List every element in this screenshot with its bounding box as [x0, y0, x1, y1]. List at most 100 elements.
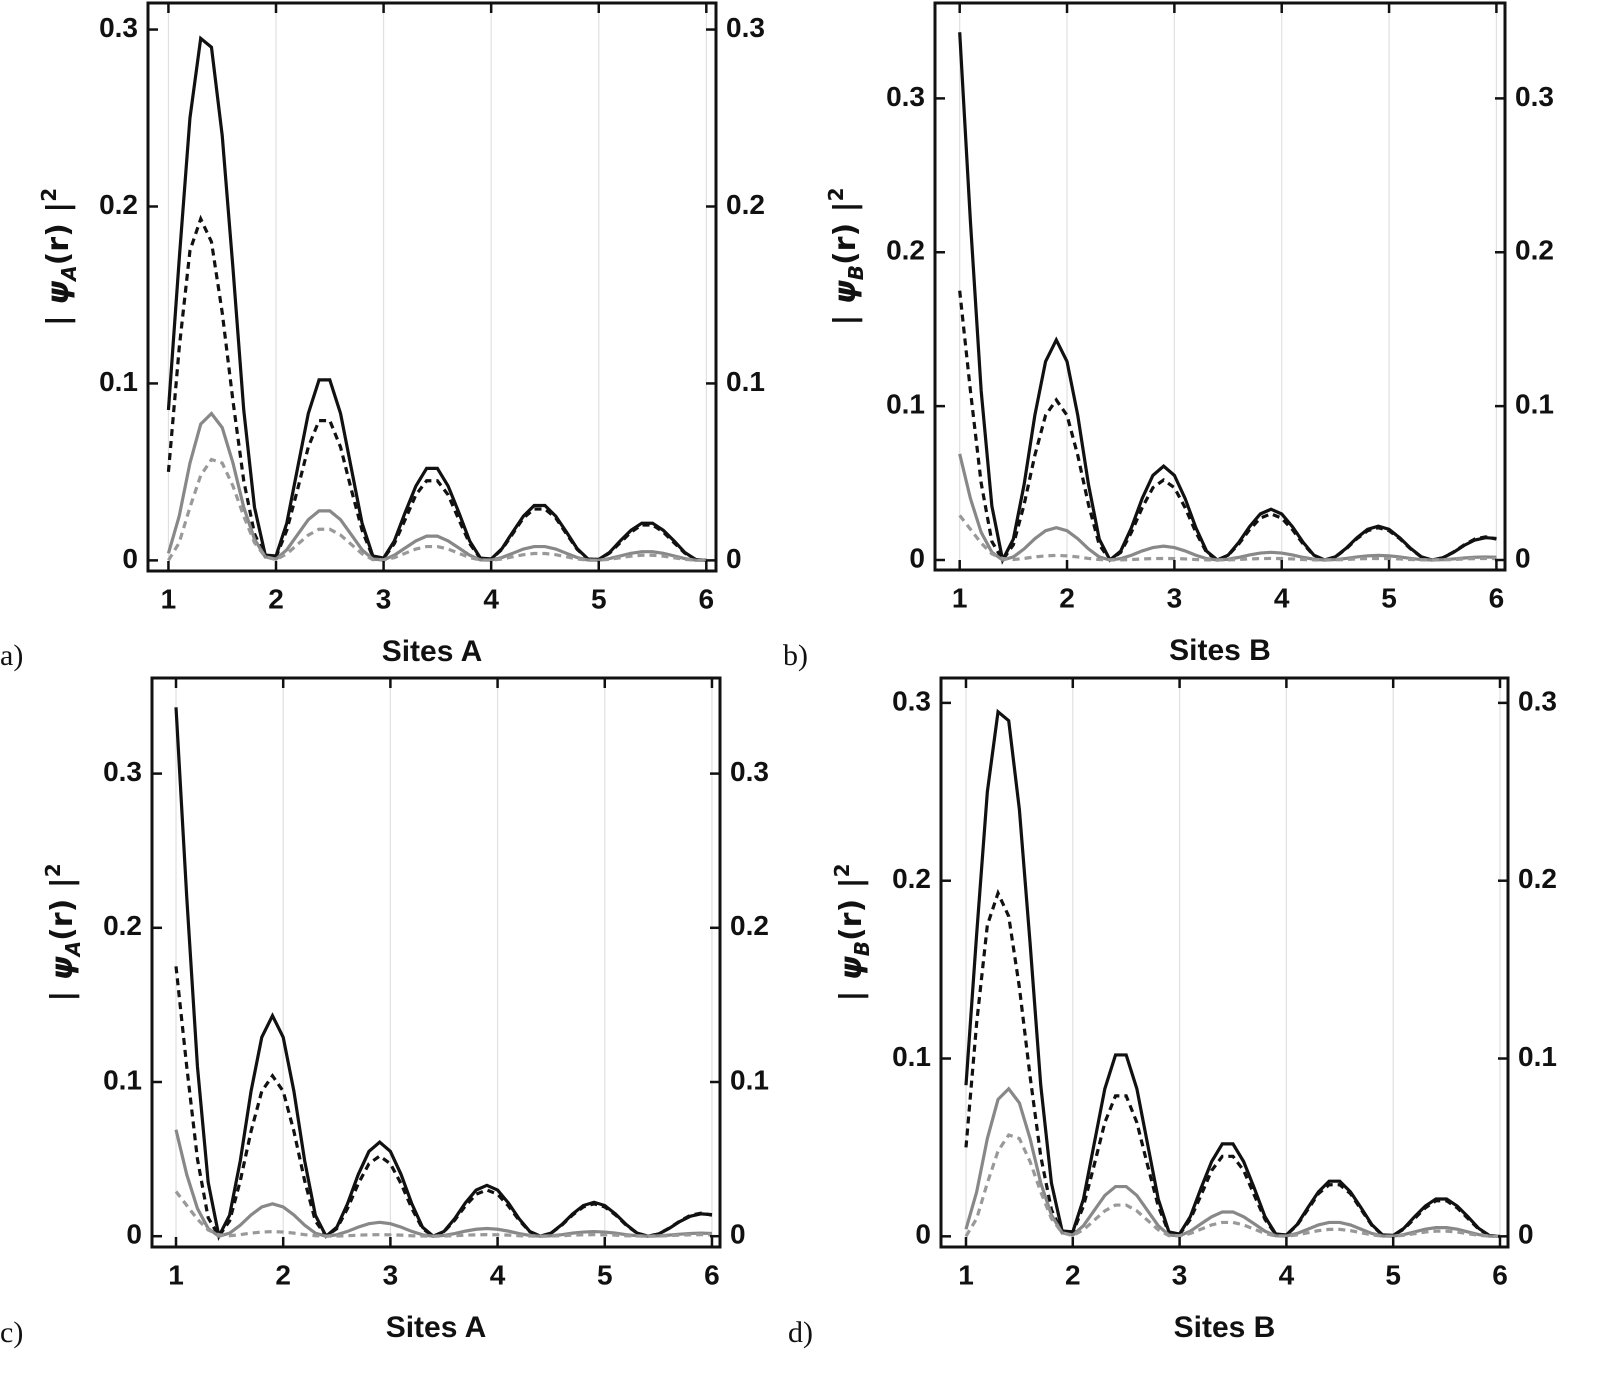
y-tick-label-right: 0.2: [730, 910, 769, 941]
y-tick-label-right: 0.1: [730, 1064, 769, 1095]
y-label-symbol: | ψ: [41, 281, 76, 326]
y-tick-label: 0.1: [892, 1041, 931, 1072]
data-line: [174, 1190, 712, 1238]
x-tick-label: 6: [704, 1259, 720, 1290]
data-line: [964, 1133, 1501, 1238]
y-tick-label-right: 0: [730, 1219, 746, 1250]
plot-area: [964, 708, 1501, 1238]
y-label-argument: (r) |: [828, 201, 863, 265]
x-tick-label: 4: [483, 583, 499, 614]
y-label-power: 2: [830, 863, 854, 877]
y-tick-label-right: 0.3: [1515, 81, 1554, 112]
x-tick-label: 4: [490, 1259, 506, 1290]
y-tick-label: 0.3: [99, 12, 138, 43]
y-label-argument: (r) |: [41, 202, 76, 266]
y-label-subscript: A: [61, 941, 85, 958]
panel-label: d): [788, 1316, 813, 1349]
y-axis-label: | ψA(r) |2: [41, 863, 85, 1001]
y-tick-label-right: 0.2: [726, 189, 765, 220]
y-label-symbol: | ψ: [45, 956, 80, 1001]
x-tick-label: 3: [1167, 582, 1183, 613]
x-tick-label: 1: [952, 582, 968, 613]
y-tick-label-right: 0.3: [1518, 685, 1557, 716]
x-tick-label: 4: [1274, 582, 1290, 613]
x-axis-label: Sites B: [1169, 634, 1271, 667]
y-label-power: 2: [824, 187, 848, 201]
data-line: [958, 453, 1497, 562]
plot-frame: [150, 676, 722, 1249]
y-label-subscript: B: [844, 265, 868, 280]
x-tick-label: 1: [161, 583, 177, 614]
data-line: [958, 514, 1497, 562]
x-tick-label: 6: [1492, 1259, 1508, 1290]
data-line: [174, 966, 713, 1240]
y-tick-label: 0: [915, 1219, 931, 1250]
x-tick-label: 5: [597, 1259, 613, 1290]
x-tick-label: 1: [958, 1259, 974, 1290]
y-tick-label-right: 0.2: [1518, 863, 1557, 894]
data-line: [964, 888, 1501, 1238]
plot-frame: [939, 676, 1510, 1249]
x-tick-label: 6: [699, 583, 715, 614]
x-tick-label: 3: [1172, 1259, 1188, 1290]
x-tick-label: 1: [168, 1259, 184, 1290]
plot-area: [166, 35, 707, 562]
data-line: [167, 457, 707, 562]
y-tick-label: 0: [126, 1219, 142, 1250]
y-tick-label: 0.3: [103, 756, 142, 787]
plot-frame: [146, 1, 718, 573]
y-label-subscript: B: [850, 941, 874, 956]
y-tick-label-right: 0: [1515, 542, 1531, 573]
y-axis-label: | ψB(r) |2: [824, 187, 868, 325]
y-tick-label: 0.1: [886, 389, 925, 420]
data-line: [174, 1129, 713, 1238]
data-line: [958, 290, 1497, 563]
x-tick-label: 3: [383, 1259, 399, 1290]
plot-area: [958, 32, 1497, 565]
x-axis-label: Sites A: [386, 1311, 487, 1344]
y-tick-label: 0.3: [892, 685, 931, 716]
y-tick-label-right: 0.2: [1515, 235, 1554, 266]
x-tick-label: 2: [275, 1259, 291, 1290]
data-line: [958, 32, 1497, 565]
y-label-power: 2: [41, 863, 65, 877]
y-tick-label: 0.1: [99, 366, 138, 397]
x-tick-label: 5: [591, 583, 607, 614]
y-tick-label: 0.2: [99, 189, 138, 220]
y-axis-label: | ψA(r) |2: [37, 188, 81, 326]
y-tick-label-right: 0.1: [1515, 389, 1554, 420]
y-label-symbol: | ψ: [828, 280, 863, 325]
y-tick-label: 0.3: [886, 81, 925, 112]
y-tick-label-right: 0.1: [1518, 1041, 1557, 1072]
plot-area: [174, 707, 713, 1242]
data-line: [166, 214, 707, 562]
y-tick-label: 0.2: [892, 863, 931, 894]
y-label-argument: (r) |: [45, 877, 80, 941]
data-line: [174, 707, 713, 1242]
y-label-symbol: | ψ: [834, 956, 869, 1001]
y-label-power: 2: [37, 188, 61, 202]
x-axis-label: Sites A: [382, 635, 483, 668]
x-tick-label: 5: [1381, 582, 1397, 613]
y-label-subscript: A: [57, 265, 81, 282]
y-axis-label: | ψB(r) |2: [830, 863, 874, 1001]
y-tick-label: 0.2: [886, 235, 925, 266]
y-tick-label-right: 0.3: [730, 756, 769, 787]
x-tick-label: 6: [1489, 582, 1505, 613]
panel-label: a): [0, 639, 23, 672]
x-tick-label: 2: [268, 583, 284, 614]
y-tick-label-right: 0: [726, 543, 742, 574]
x-tick-label: 4: [1279, 1259, 1295, 1290]
panel-label: c): [0, 1316, 23, 1349]
y-label-argument: (r) |: [834, 877, 869, 941]
x-tick-label: 5: [1385, 1259, 1401, 1290]
x-axis-label: Sites B: [1174, 1311, 1276, 1344]
y-tick-label: 0: [122, 543, 138, 574]
plot-frame: [933, 1, 1507, 572]
y-tick-label: 0.1: [103, 1064, 142, 1095]
